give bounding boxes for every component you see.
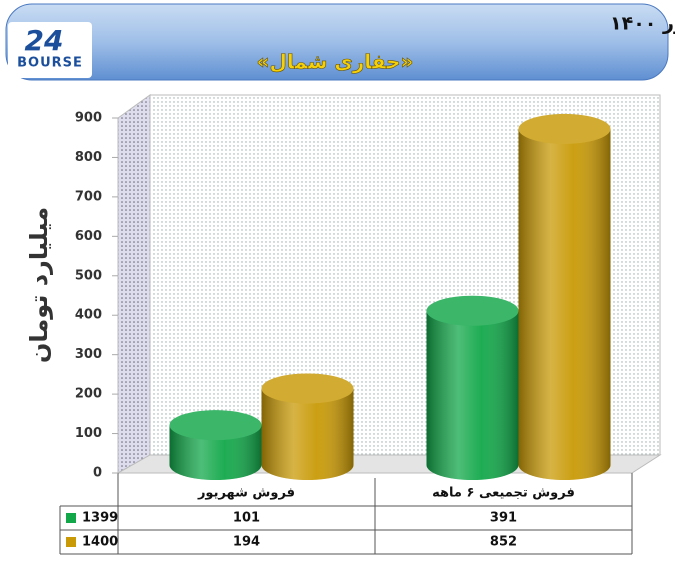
legend-label: 1400 [82, 535, 118, 550]
legend-swatch [66, 537, 76, 547]
cylinder-top [261, 373, 354, 404]
y-tick-label: 200 [75, 387, 102, 402]
cylinder-top [518, 113, 611, 144]
y-tick-label: 600 [75, 229, 102, 244]
cylinder-shade [261, 388, 354, 480]
table-value: 101 [233, 511, 260, 526]
y-tick-label: 500 [75, 268, 102, 283]
y-tick-label: 800 [75, 150, 102, 165]
cylinder [518, 113, 611, 480]
y-tick-label: 100 [75, 426, 102, 441]
y-tick-label: 300 [75, 347, 102, 362]
legend-label: 1399 [82, 511, 118, 526]
y-tick-label: 400 [75, 308, 102, 323]
x-tick-label: فروش شهریور [197, 486, 295, 501]
side-wall [117, 94, 151, 474]
cylinder-shade [169, 425, 262, 480]
cylinder [426, 295, 519, 480]
data-table [59, 473, 633, 555]
y-tick-label: 700 [75, 189, 102, 204]
cylinder-top-shine [261, 373, 354, 404]
cylinder-top-shine [518, 113, 611, 144]
chart-title: گزارش فروش ریالی ماهانه و ۶ ماهه منتهی ب… [610, 12, 675, 35]
cylinder-top-shine [426, 295, 519, 326]
cylinder [169, 410, 262, 480]
table-value: 391 [490, 511, 517, 526]
cylinder-top [169, 410, 262, 441]
table-value: 194 [233, 535, 260, 550]
cylinder-top-shine [169, 410, 262, 441]
logo-number: 24 [25, 24, 64, 57]
x-tick-label: فروش تجمیعی ۶ ماهه [432, 486, 575, 501]
logo-text: BOURSE [17, 56, 83, 71]
logo-box [8, 22, 92, 78]
table-value: 852 [490, 535, 517, 550]
cylinder-top [426, 295, 519, 326]
legend-swatch [66, 513, 76, 523]
y-tick-label: 0 [93, 466, 102, 481]
y-axis-label: میلیارد تومان [25, 207, 53, 363]
cylinder-shade [518, 128, 611, 480]
chart-subtitle: «حفاری شمال» [257, 50, 414, 74]
cylinder-shade [426, 310, 519, 480]
header-banner [5, 3, 669, 81]
y-tick-label: 900 [75, 111, 102, 126]
cylinder [261, 373, 354, 480]
